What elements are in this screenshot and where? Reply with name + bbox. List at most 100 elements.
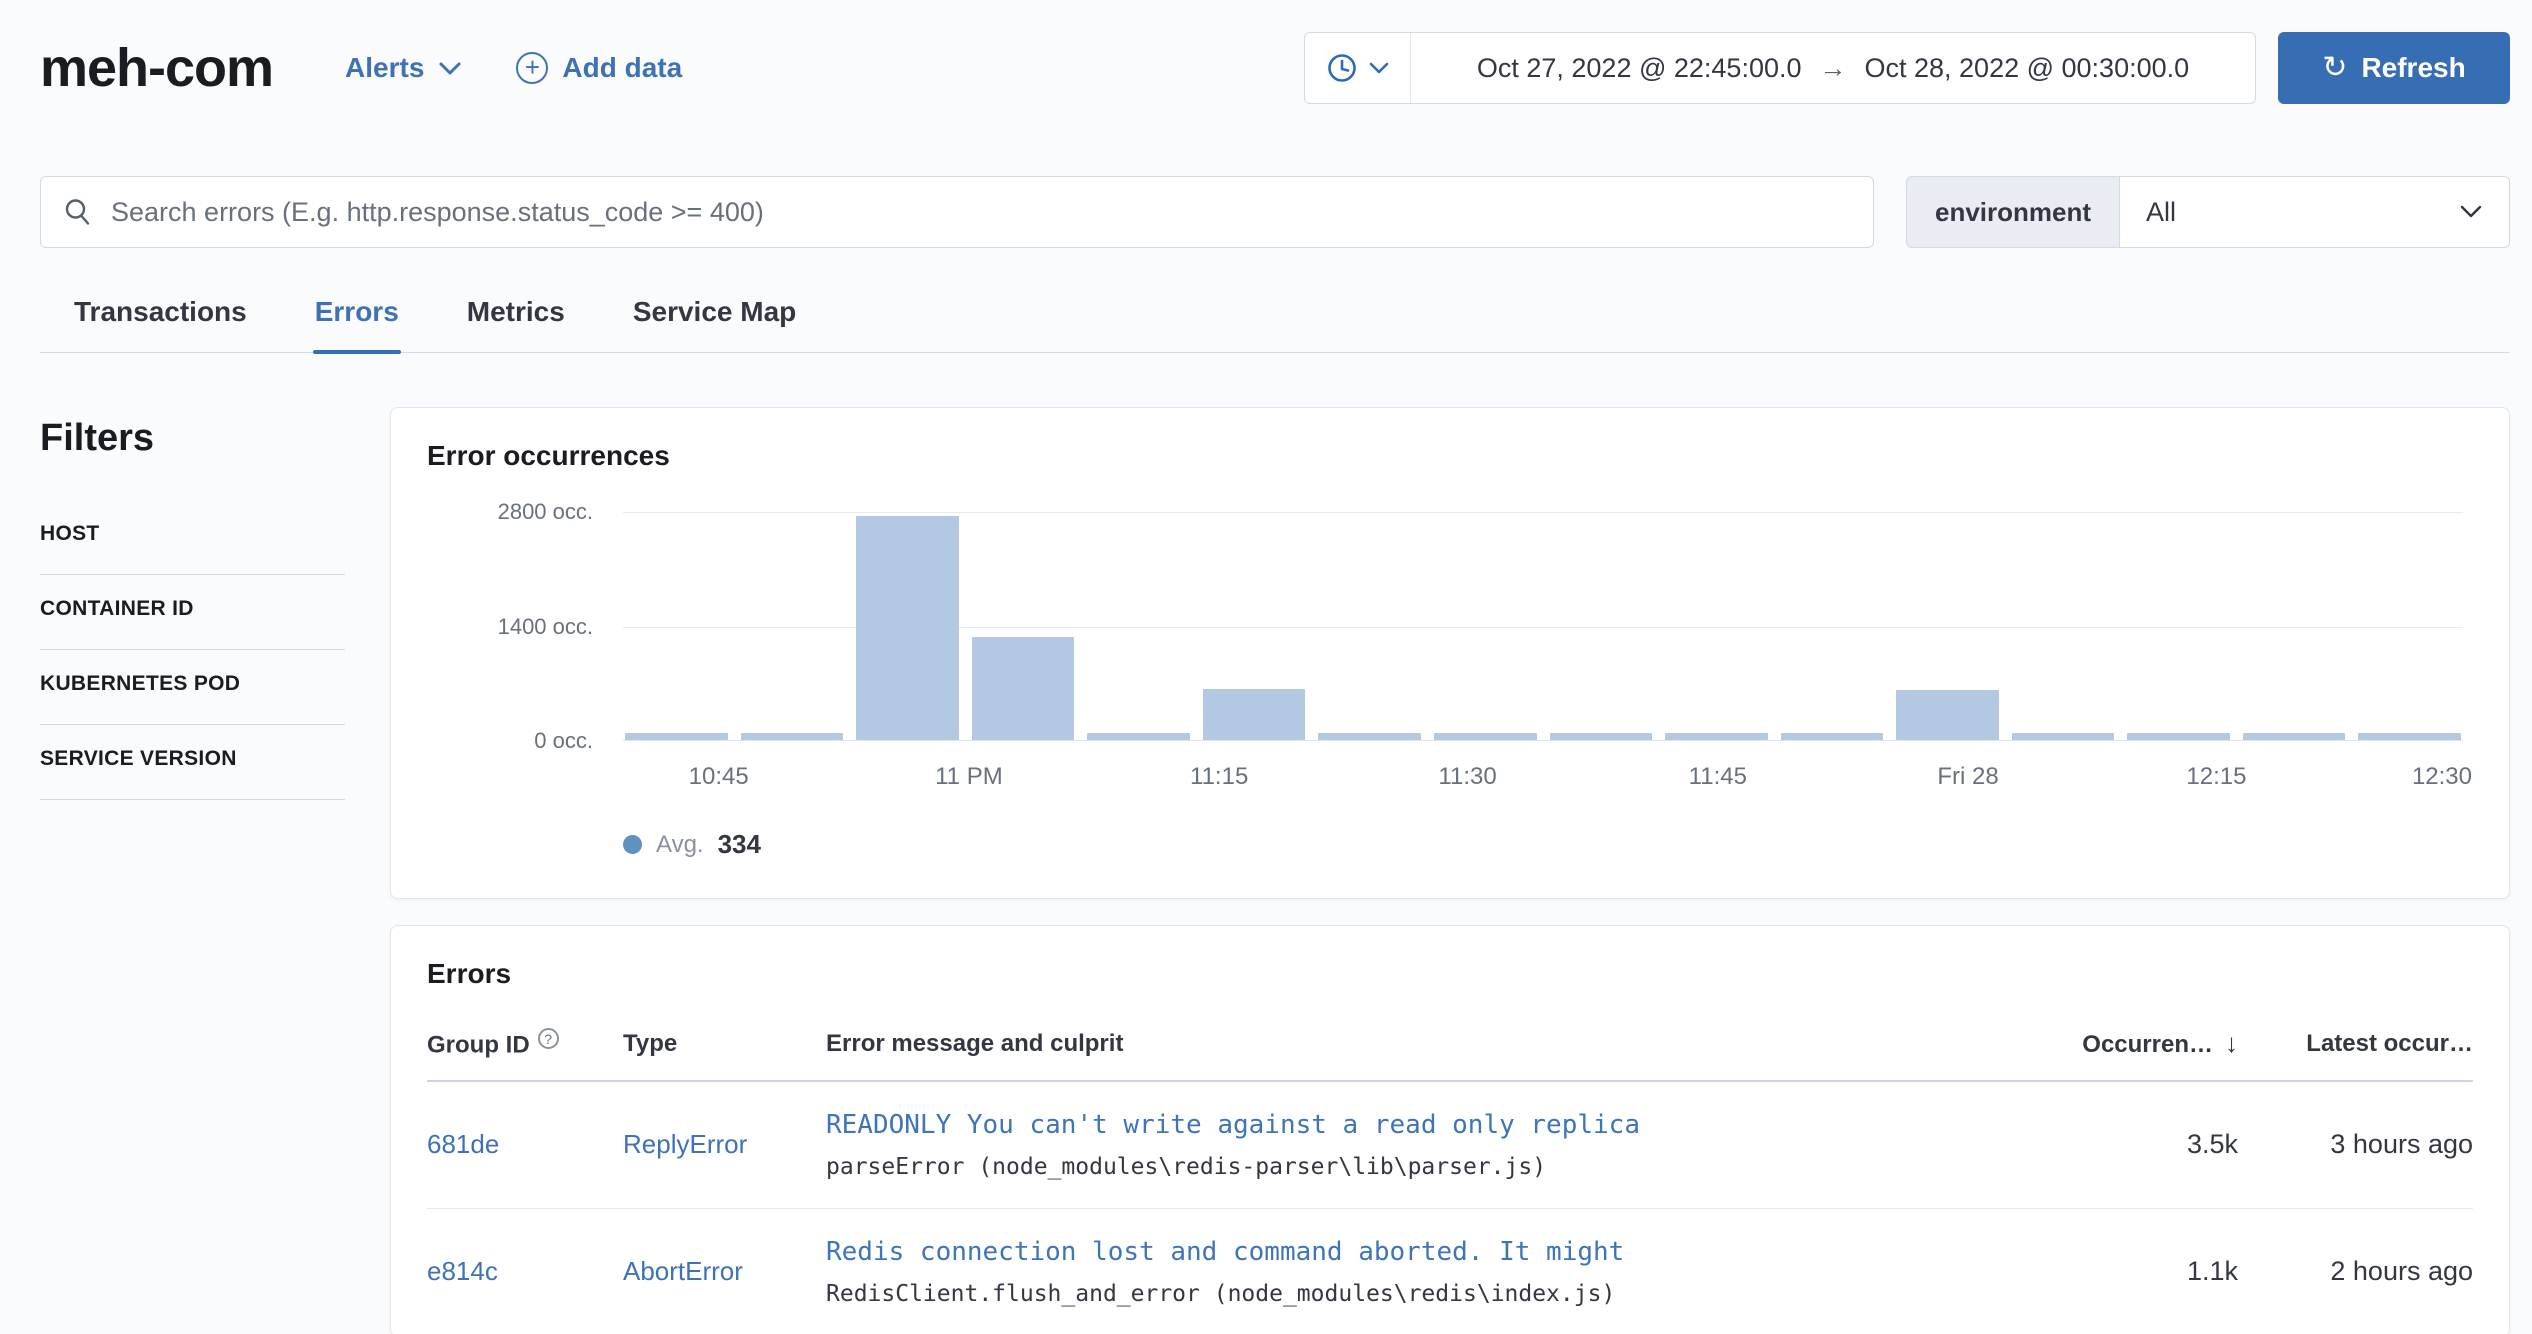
alerts-menu-button[interactable]: Alerts	[345, 52, 462, 84]
chart-bar[interactable]	[971, 636, 1075, 740]
filter-item-service-version[interactable]: SERVICE VERSION	[40, 725, 345, 800]
environment-filter-group: environment All	[1906, 176, 2510, 248]
environment-select[interactable]: All	[2119, 176, 2510, 248]
group-id-header-label: Group ID	[427, 1031, 530, 1059]
chart-bar[interactable]	[1549, 733, 1653, 740]
error-occurrences-card: Error occurrences 2800 occ. 1400 occ. 0 …	[390, 407, 2510, 899]
chart-bar[interactable]	[1780, 733, 1884, 740]
search-icon	[63, 197, 93, 227]
error-latest-occurrence: 3 hours ago	[2238, 1080, 2473, 1209]
chart-bar[interactable]	[1896, 689, 1999, 740]
tab-transactions[interactable]: Transactions	[74, 296, 247, 327]
clock-icon	[1327, 53, 1357, 83]
search-box[interactable]	[40, 176, 1874, 248]
chart-bar[interactable]	[625, 733, 728, 740]
errors-table-header-row: Group ID? Type Error message and culprit…	[427, 1018, 2473, 1082]
error-message-link[interactable]: READONLY You can't write against a read …	[826, 1109, 1640, 1140]
chart-bar[interactable]	[2127, 733, 2230, 740]
gridline	[623, 512, 2463, 513]
chevron-down-icon	[1369, 61, 1389, 75]
chart-bar[interactable]	[1087, 733, 1190, 740]
environment-selected-value: All	[2146, 196, 2177, 227]
legend-value: 334	[717, 829, 761, 859]
service-tabs: Transactions Errors Metrics Service Map	[40, 282, 2510, 354]
gridline	[623, 626, 2463, 628]
x-axis-label: Fri 28	[1937, 763, 1999, 790]
time-range-picker: Oct 27, 2022 @ 22:45:00.0 → Oct 28, 2022…	[1304, 32, 2256, 104]
chevron-down-icon	[2459, 204, 2483, 220]
search-row: environment All	[40, 176, 2510, 248]
error-occurrences-value: 3.5k	[2082, 1080, 2238, 1209]
chart-bar[interactable]	[1318, 733, 1421, 740]
filters-title: Filters	[40, 417, 155, 459]
table-row: e814c AbortError Redis connection lost a…	[427, 1208, 2473, 1334]
chart-bar[interactable]	[2011, 733, 2115, 740]
sort-desc-arrow-icon[interactable]: ↓	[2225, 1028, 2238, 1059]
error-message-link[interactable]: Redis connection lost and command aborte…	[826, 1236, 1625, 1267]
content-area: Filters HOST CONTAINER ID KUBERNETES POD…	[40, 407, 2510, 1334]
error-culprit: parseError (node_modules\redis-parser\li…	[826, 1153, 1547, 1180]
legend-dot-icon	[623, 835, 642, 854]
gridline	[623, 740, 2463, 741]
error-occurrences-chart: 2800 occ. 1400 occ. 0 occ.	[498, 499, 2463, 753]
legend-label: Avg.	[656, 830, 704, 858]
chart-title: Error occurrences	[427, 440, 670, 471]
page-header: meh-com Alerts + Add data	[40, 30, 2510, 106]
time-range-start[interactable]: Oct 27, 2022 @ 22:45:00.0	[1476, 52, 1802, 83]
error-latest-occurrence: 2 hours ago	[2238, 1208, 2473, 1334]
column-header-group-id: Group ID?	[427, 1018, 623, 1082]
service-name-title: meh-com	[40, 38, 274, 98]
search-input[interactable]	[111, 196, 1851, 228]
x-axis-label: 11:30	[1438, 763, 1497, 790]
time-range-display[interactable]: Oct 27, 2022 @ 22:45:00.0 → Oct 28, 2022…	[1411, 33, 2255, 103]
time-range-end[interactable]: Oct 28, 2022 @ 00:30:00.0	[1864, 52, 2190, 83]
chevron-down-icon	[438, 60, 462, 76]
add-data-button[interactable]: + Add data	[516, 52, 682, 84]
quick-select-menu-button[interactable]	[1305, 33, 1411, 103]
main-column: Error occurrences 2800 occ. 1400 occ. 0 …	[390, 407, 2510, 1334]
alerts-label: Alerts	[345, 52, 425, 83]
chart-bar[interactable]	[2358, 733, 2461, 740]
column-header-latest[interactable]: Latest occur…	[2238, 1018, 2473, 1082]
chart-bar[interactable]	[1665, 733, 1768, 740]
column-header-occurrences[interactable]: Occurren… ↓	[2082, 1018, 2238, 1082]
refresh-label: Refresh	[2361, 52, 2466, 83]
help-question-icon[interactable]: ?	[537, 1028, 559, 1049]
column-header-type: Type	[623, 1018, 826, 1082]
y-axis-label: 2800 occ.	[497, 499, 593, 524]
tab-errors[interactable]: Errors	[312, 282, 401, 354]
filters-sidebar: Filters HOST CONTAINER ID KUBERNETES POD…	[40, 407, 345, 800]
error-group-id-link[interactable]: 681de	[427, 1129, 500, 1159]
error-type-link[interactable]: AbortError	[623, 1256, 743, 1286]
table-row: 681de ReplyError READONLY You can't writ…	[427, 1080, 2473, 1209]
chart-bar[interactable]	[740, 733, 844, 740]
occurrences-header-label: Occurren…	[2082, 1031, 2213, 1059]
plus-circle-icon: +	[516, 52, 549, 84]
tab-metrics[interactable]: Metrics	[466, 296, 565, 327]
chart-bar[interactable]	[1202, 689, 1306, 740]
filter-item-kubernetes-pod[interactable]: KUBERNETES POD	[40, 650, 345, 725]
error-type-link[interactable]: ReplyError	[623, 1129, 748, 1159]
column-header-message: Error message and culprit	[826, 1018, 2083, 1082]
chart-legend-avg[interactable]: Avg. 334	[623, 829, 2473, 860]
x-axis-label: 12:30	[2411, 763, 2473, 790]
refresh-icon: ↻	[2322, 51, 2348, 84]
errors-table-card: Errors Group ID? Type Error message and …	[390, 925, 2510, 1334]
chart-bar[interactable]	[856, 516, 959, 740]
error-occurrences-value: 1.1k	[2082, 1208, 2238, 1334]
tab-service-map[interactable]: Service Map	[632, 296, 797, 327]
time-range-arrow-icon: →	[1819, 52, 1847, 83]
x-axis: 10:45 11 PM 11:15 11:30 11:45 Fri 28 12:…	[623, 757, 2472, 801]
x-axis-label: 10:45	[688, 763, 749, 790]
error-culprit: RedisClient.flush_and_error (node_module…	[826, 1280, 1616, 1307]
filter-item-host[interactable]: HOST	[40, 500, 345, 575]
add-data-label: Add data	[562, 52, 683, 83]
chart-bar[interactable]	[1433, 733, 1537, 740]
refresh-button[interactable]: ↻ Refresh	[2278, 32, 2510, 104]
filter-item-container-id[interactable]: CONTAINER ID	[40, 575, 345, 650]
errors-table: Group ID? Type Error message and culprit…	[427, 1018, 2473, 1334]
error-group-id-link[interactable]: e814c	[427, 1256, 498, 1286]
chart-bars	[625, 512, 2461, 740]
chart-bar[interactable]	[2242, 733, 2346, 740]
errors-table-title: Errors	[427, 958, 512, 989]
